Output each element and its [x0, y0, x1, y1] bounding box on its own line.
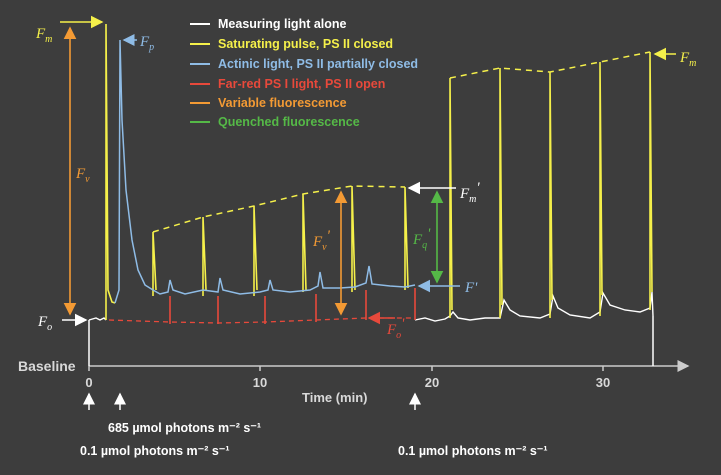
x-axis-label: Time (min) — [302, 390, 368, 405]
actinic-trace — [114, 39, 416, 304]
fm-end-label: Fm — [679, 50, 696, 69]
fm-label: Fm — [35, 26, 52, 45]
tick-label-30: 30 — [596, 375, 610, 390]
legend-label-quenched: Quenched fluorescence — [218, 115, 360, 129]
legend-label-variable: Variable fluorescence — [218, 96, 347, 110]
tick-label-10: 10 — [253, 375, 267, 390]
actinic-on-label: 685 µmol photons m⁻² s⁻¹ — [108, 421, 261, 435]
baseline-label: Baseline — [18, 358, 76, 374]
far-red-dips — [169, 288, 416, 324]
tick-label-0: 0 — [85, 375, 92, 390]
legend-label-farred: Far-red PS I light, PS II open — [218, 77, 385, 91]
tick-label-20: 20 — [425, 375, 439, 390]
fv-prime-label: Fv' — [312, 228, 331, 253]
fo-label: Fo — [37, 314, 52, 333]
measuring-trace-end — [414, 290, 654, 322]
axes: 0 10 20 30 Time (min) Baseline — [18, 316, 690, 405]
fm-prime-envelope — [152, 185, 406, 233]
f-prime-label: F' — [464, 280, 478, 296]
fv-label: Fv — [75, 166, 90, 185]
light-end-label: 0.1 µmol photons m⁻² s⁻¹ — [398, 444, 548, 458]
legend-label-saturating: Saturating pulse, PS II closed — [218, 37, 393, 51]
legend-label-actinic: Actinic light, PS II partially closed — [218, 57, 418, 71]
legend-label-measuring: Measuring light alone — [218, 17, 347, 31]
fo-prime-label: Fo' — [386, 316, 405, 341]
fm-prime-label: Fm' — [459, 180, 480, 205]
light-start-label: 0.1 µmol photons m⁻² s⁻¹ — [80, 444, 230, 458]
measuring-trace-start — [88, 317, 107, 321]
saturating-pulses — [105, 23, 653, 320]
fp-label: Fp — [139, 34, 154, 53]
fq-prime-label: Fq' — [412, 226, 431, 251]
legend: Measuring light alone Saturating pulse, … — [190, 17, 418, 129]
